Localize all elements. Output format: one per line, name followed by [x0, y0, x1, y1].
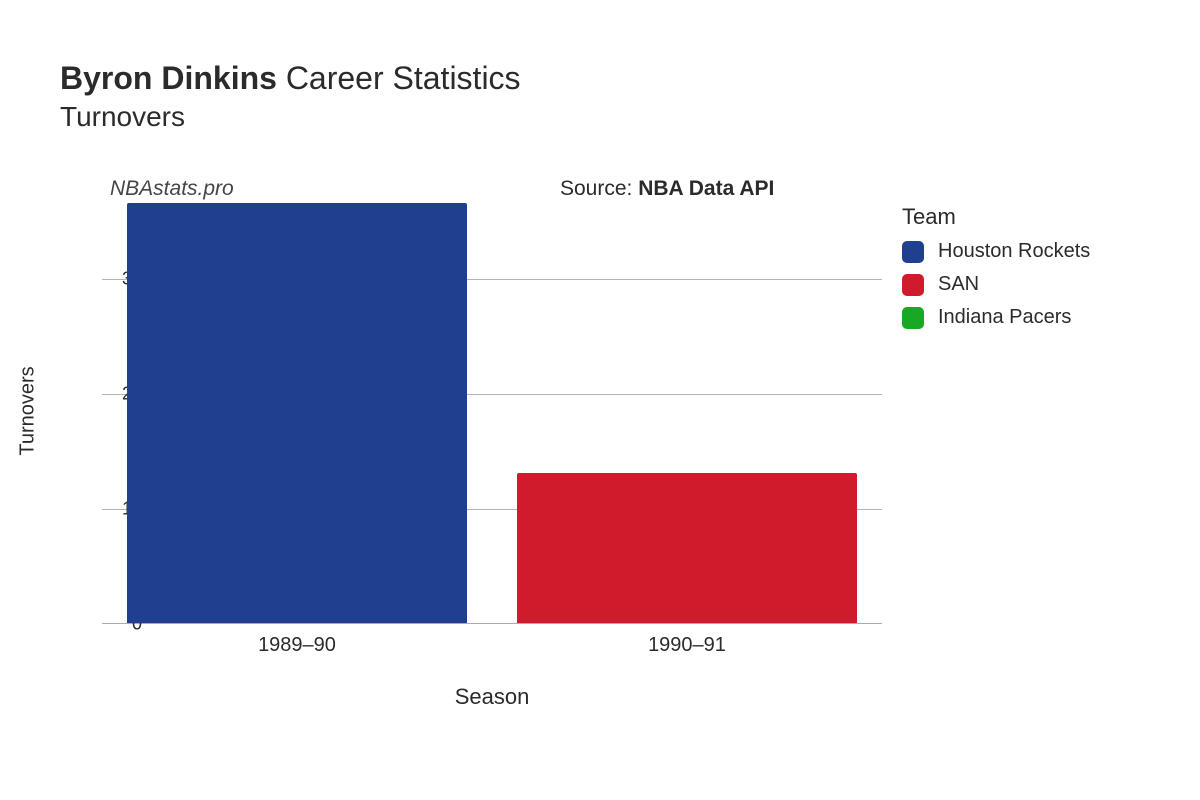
legend-swatch: [902, 307, 924, 329]
legend: Team Houston Rockets SAN Indiana Pacers: [902, 204, 1090, 339]
legend-label: Houston Rockets: [938, 240, 1090, 263]
legend-swatch: [902, 274, 924, 296]
y-axis-label: Turnovers: [17, 366, 40, 455]
source-name: NBA Data API: [638, 177, 774, 200]
chart-area: Turnovers 0102030 Season Team Houston Ro…: [54, 198, 1154, 758]
source-prefix: Source:: [560, 177, 638, 200]
chart-container: Byron Dinkins Career Statistics Turnover…: [60, 60, 1140, 205]
x-tick-label: 1990–91: [648, 634, 726, 657]
legend-item: Houston Rockets: [902, 240, 1090, 263]
title-player-name: Byron Dinkins: [60, 60, 277, 96]
chart-subtitle: Turnovers: [60, 101, 1140, 133]
x-tick-label: 1989–90: [258, 634, 336, 657]
legend-title: Team: [902, 204, 1090, 230]
legend-item: SAN: [902, 273, 1090, 296]
x-axis-label: Season: [455, 684, 530, 710]
legend-label: Indiana Pacers: [938, 306, 1071, 329]
plot-region: 0102030: [102, 198, 882, 624]
legend-label: SAN: [938, 273, 979, 296]
legend-swatch: [902, 241, 924, 263]
legend-item: Indiana Pacers: [902, 306, 1090, 329]
page-title: Byron Dinkins Career Statistics: [60, 60, 1140, 97]
bar: [517, 473, 856, 623]
bar: [127, 203, 466, 623]
title-rest: Career Statistics: [277, 60, 521, 96]
